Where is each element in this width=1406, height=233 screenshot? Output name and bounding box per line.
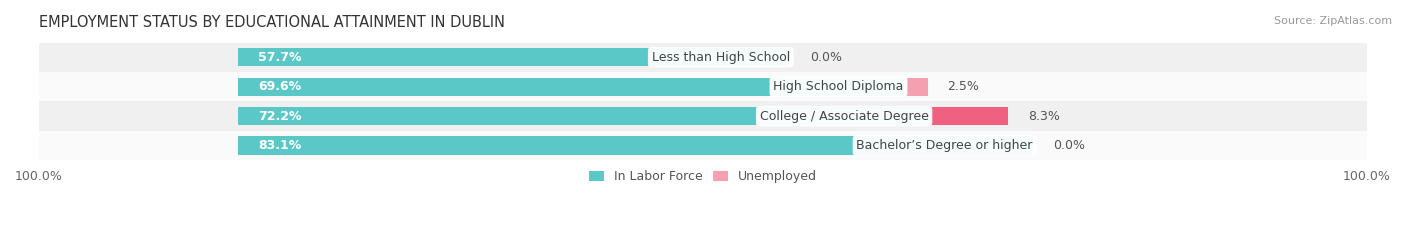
Bar: [238, 107, 928, 125]
Text: Bachelor’s Degree or higher: Bachelor’s Degree or higher: [856, 139, 1033, 152]
Text: Source: ZipAtlas.com: Source: ZipAtlas.com: [1274, 16, 1392, 26]
Text: 2.5%: 2.5%: [948, 80, 980, 93]
Bar: [39, 43, 1367, 72]
Bar: [39, 131, 1367, 160]
Text: 83.1%: 83.1%: [259, 139, 301, 152]
Text: EMPLOYMENT STATUS BY EDUCATIONAL ATTAINMENT IN DUBLIN: EMPLOYMENT STATUS BY EDUCATIONAL ATTAINM…: [39, 15, 505, 30]
Legend: In Labor Force, Unemployed: In Labor Force, Unemployed: [583, 165, 823, 188]
Text: High School Diploma: High School Diploma: [773, 80, 904, 93]
Text: 69.6%: 69.6%: [259, 80, 301, 93]
Text: College / Associate Degree: College / Associate Degree: [759, 110, 928, 123]
Text: 72.2%: 72.2%: [259, 110, 301, 123]
Bar: [39, 101, 1367, 131]
Text: Less than High School: Less than High School: [651, 51, 790, 64]
Bar: [238, 137, 1033, 155]
Text: 0.0%: 0.0%: [1053, 139, 1084, 152]
Bar: [238, 48, 790, 66]
Bar: [904, 78, 928, 96]
Text: 8.3%: 8.3%: [1028, 110, 1060, 123]
Text: 0.0%: 0.0%: [810, 51, 842, 64]
Bar: [928, 107, 1008, 125]
Bar: [238, 78, 904, 96]
Text: 57.7%: 57.7%: [259, 51, 301, 64]
Bar: [39, 72, 1367, 101]
